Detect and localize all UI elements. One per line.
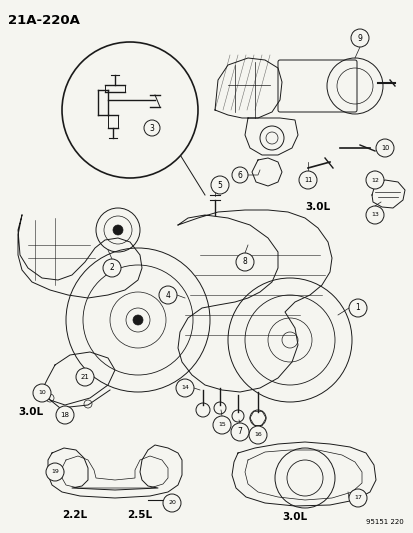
Circle shape — [348, 489, 366, 507]
Circle shape — [113, 225, 123, 235]
Circle shape — [212, 416, 230, 434]
Text: 11: 11 — [303, 177, 311, 183]
Text: 3: 3 — [149, 124, 154, 133]
Text: 3.0L: 3.0L — [305, 202, 330, 212]
Circle shape — [133, 315, 142, 325]
Text: 10: 10 — [380, 145, 388, 151]
Text: 21: 21 — [81, 374, 89, 380]
Circle shape — [350, 29, 368, 47]
Circle shape — [365, 206, 383, 224]
Text: 2: 2 — [109, 263, 114, 272]
Circle shape — [163, 494, 180, 512]
Text: 3.0L: 3.0L — [18, 407, 43, 417]
Circle shape — [56, 406, 74, 424]
Circle shape — [375, 139, 393, 157]
Circle shape — [46, 463, 64, 481]
Text: 10: 10 — [38, 391, 46, 395]
Text: 95151 220: 95151 220 — [366, 519, 403, 525]
Text: 13: 13 — [370, 213, 378, 217]
Text: 8: 8 — [242, 257, 247, 266]
Text: 19: 19 — [51, 470, 59, 474]
Text: 9: 9 — [357, 34, 361, 43]
Circle shape — [298, 171, 316, 189]
Circle shape — [33, 384, 51, 402]
Text: 17: 17 — [353, 496, 361, 500]
Text: 18: 18 — [60, 412, 69, 418]
Circle shape — [231, 167, 247, 183]
Circle shape — [348, 299, 366, 317]
Text: 5: 5 — [217, 181, 222, 190]
Text: 14: 14 — [180, 385, 188, 391]
Text: 2.5L: 2.5L — [127, 510, 152, 520]
Circle shape — [248, 426, 266, 444]
Circle shape — [211, 176, 228, 194]
Circle shape — [103, 259, 121, 277]
Circle shape — [144, 120, 159, 136]
Circle shape — [230, 423, 248, 441]
Circle shape — [76, 368, 94, 386]
Text: 1: 1 — [355, 303, 359, 312]
Text: 2.2L: 2.2L — [62, 510, 88, 520]
Text: 7: 7 — [237, 427, 242, 437]
Text: 6: 6 — [237, 171, 242, 180]
Text: 20: 20 — [168, 500, 176, 505]
Text: 12: 12 — [370, 177, 378, 182]
Text: 4: 4 — [165, 290, 170, 300]
Text: 16: 16 — [254, 432, 261, 438]
Circle shape — [176, 379, 194, 397]
Circle shape — [62, 42, 197, 178]
Text: 3.0L: 3.0L — [282, 512, 307, 522]
Circle shape — [365, 171, 383, 189]
Text: 15: 15 — [218, 423, 225, 427]
Circle shape — [159, 286, 177, 304]
Circle shape — [235, 253, 254, 271]
Text: 21A-220A: 21A-220A — [8, 14, 80, 27]
